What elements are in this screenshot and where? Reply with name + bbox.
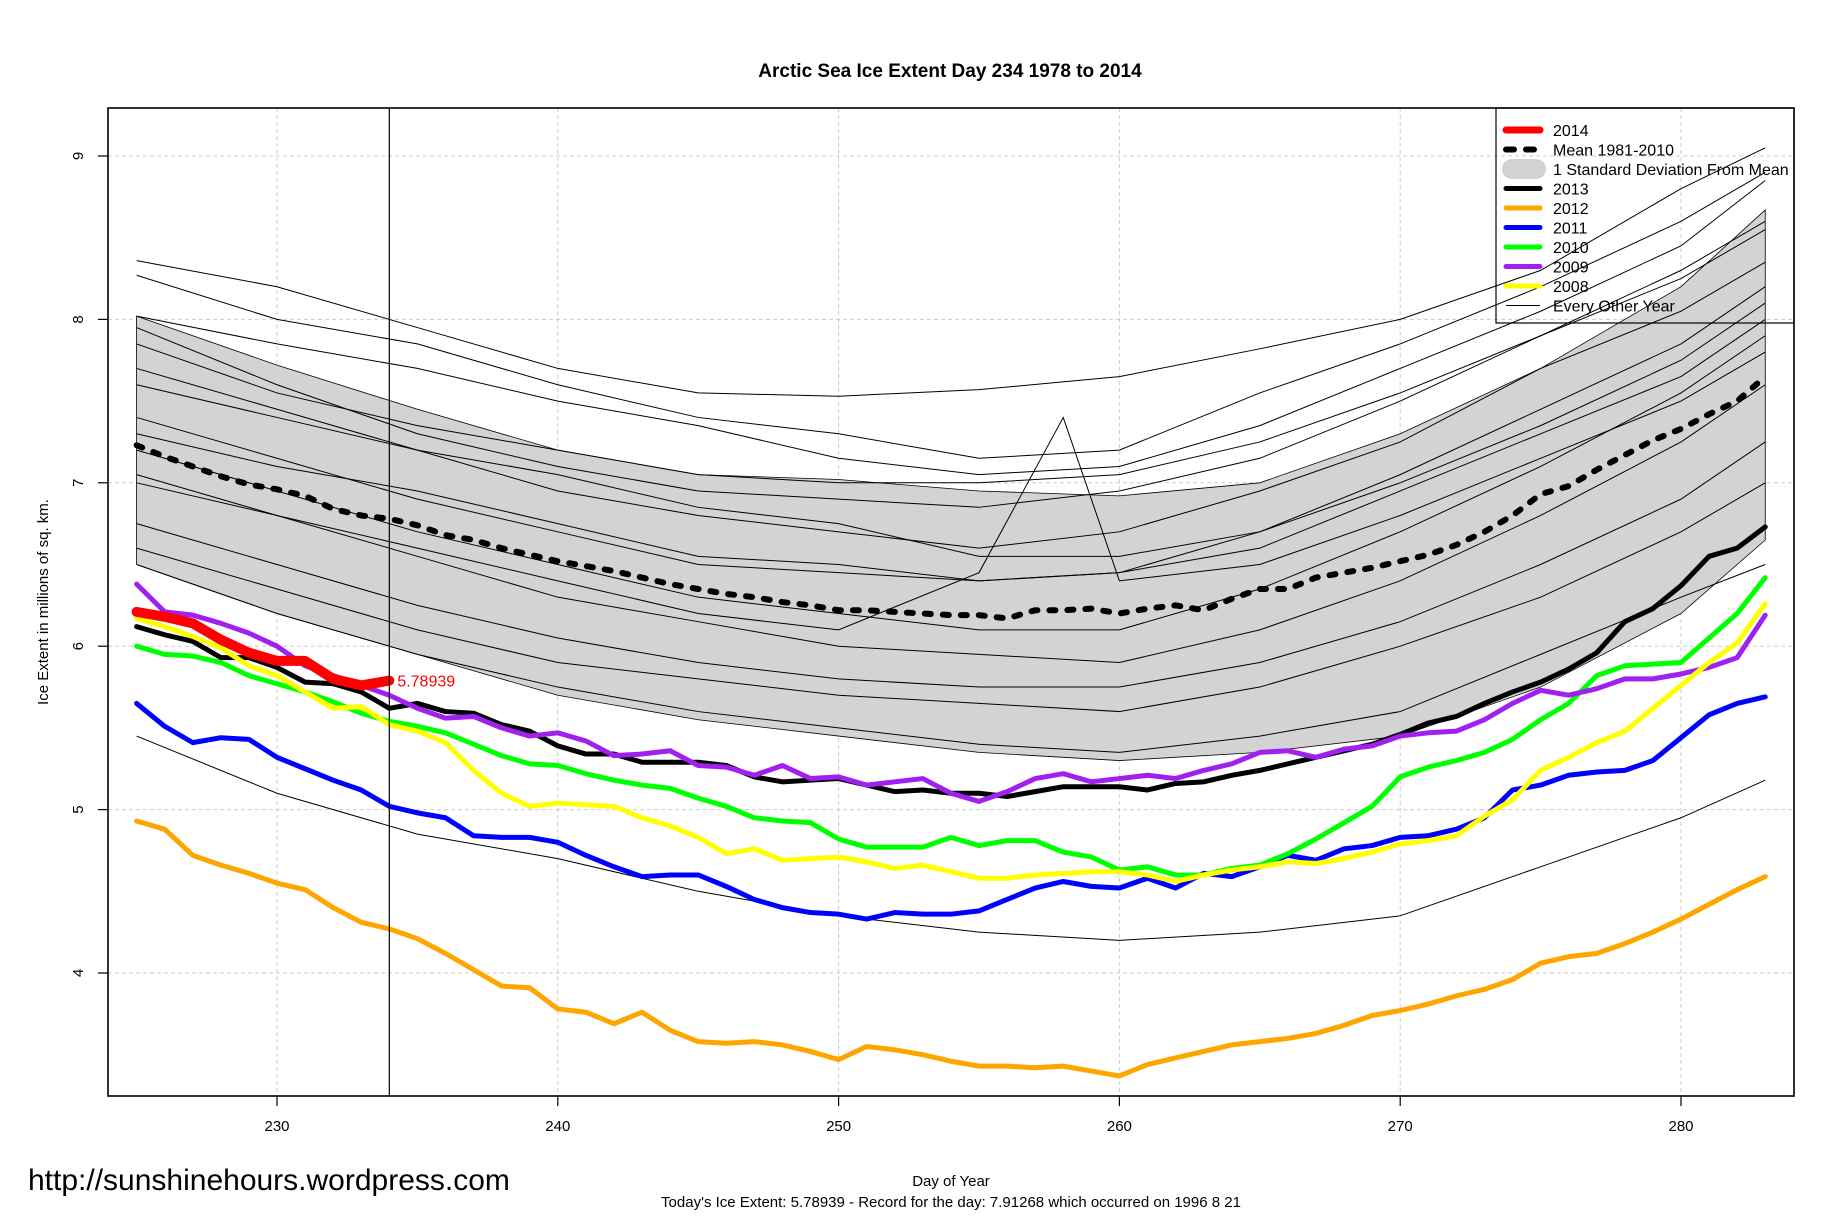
- other-year-line: [136, 335, 1766, 631]
- legend-label: 2008: [1553, 279, 1589, 296]
- other-year-line: [136, 351, 1766, 631]
- series-line-2014: [131, 606, 395, 691]
- x-axis-label: Day of Year: [912, 1173, 990, 1190]
- other-year-line: [136, 735, 1766, 941]
- legend-item: 2009: [1503, 260, 1589, 277]
- other-years-layer: [136, 147, 1766, 941]
- y-tick-label: 8: [70, 315, 87, 323]
- chart-title: Arctic Sea Ice Extent Day 234 1978 to 20…: [758, 61, 1142, 82]
- other-year-line: [136, 229, 1766, 484]
- legend-item: 2010: [1503, 240, 1589, 257]
- other-year-line: [136, 147, 1766, 397]
- other-year-line: [136, 302, 1766, 557]
- legend-label: 2010: [1553, 240, 1589, 257]
- other-year-line: [136, 441, 1766, 688]
- legend-label: 2013: [1553, 182, 1589, 199]
- std-dev-band-layer: [136, 209, 1766, 761]
- other-year-line: [136, 564, 1766, 753]
- y-tick-label: 9: [70, 152, 87, 160]
- y-tick-label: 7: [70, 479, 87, 487]
- x-tick-label: 270: [1388, 1118, 1413, 1135]
- y-tick-label: 4: [70, 969, 87, 977]
- legend-label: Every Other Year: [1553, 299, 1676, 316]
- legend-label: 2012: [1553, 201, 1589, 218]
- footer-text: Today's Ice Extent: 5.78939 - Record for…: [661, 1194, 1241, 1211]
- today-value-annotation: 5.78939: [397, 674, 455, 691]
- other-year-line: [136, 482, 1766, 713]
- series-layer: [131, 373, 1769, 1079]
- x-tick-label: 280: [1668, 1118, 1693, 1135]
- legend-label: 2009: [1553, 260, 1589, 277]
- plot-frame: [107, 107, 1795, 1097]
- legend-item: Every Other Year: [1506, 299, 1676, 316]
- series-line-mean-1981-2010: [133, 373, 1769, 622]
- y-axis: 4 5 6 7 8 9: [70, 152, 108, 977]
- x-tick-label: 240: [545, 1118, 570, 1135]
- series-line-2010: [134, 575, 1768, 878]
- legend-item: 2012: [1503, 201, 1589, 218]
- other-year-line: [136, 318, 1766, 582]
- legend-box: [1495, 107, 1795, 324]
- x-tick-label: 250: [826, 1118, 851, 1135]
- legend-item: 1 Standard Deviation From Mean: [1502, 159, 1789, 179]
- legend-item: 2008: [1503, 279, 1589, 296]
- x-axis: 230 240 250 260 270 280: [264, 1096, 1694, 1135]
- x-tick-label: 260: [1107, 1118, 1132, 1135]
- series-line-2009: [134, 581, 1768, 804]
- legend-item: 2013: [1503, 182, 1589, 199]
- series-line-2008: [134, 601, 1768, 884]
- legend-item: 2014: [1502, 123, 1589, 140]
- y-axis-label: Ice Extent in millions of sq. km.: [35, 499, 52, 705]
- other-year-line: [136, 384, 1766, 664]
- y-tick-label: 6: [70, 642, 87, 650]
- other-year-line: [136, 180, 1766, 476]
- std-dev-band: [136, 209, 1766, 761]
- legend-label: 1 Standard Deviation From Mean: [1553, 162, 1789, 179]
- series-line-2012: [134, 818, 1768, 1079]
- legend-label: 2014: [1553, 123, 1589, 140]
- legend: 2014 Mean 1981-2010 1 Standard Deviation F…: [1495, 107, 1795, 324]
- legend-label: Mean 1981-2010: [1553, 143, 1674, 160]
- legend-swatch: [1502, 159, 1546, 179]
- legend-item: Mean 1981-2010: [1503, 143, 1674, 160]
- watermark-url: http://sunshinehours.wordpress.com: [28, 1164, 510, 1197]
- y-tick-label: 5: [70, 805, 87, 813]
- legend-label: 2011: [1553, 221, 1588, 238]
- legend-item: 2011: [1503, 221, 1588, 238]
- x-tick-label: 230: [264, 1118, 289, 1135]
